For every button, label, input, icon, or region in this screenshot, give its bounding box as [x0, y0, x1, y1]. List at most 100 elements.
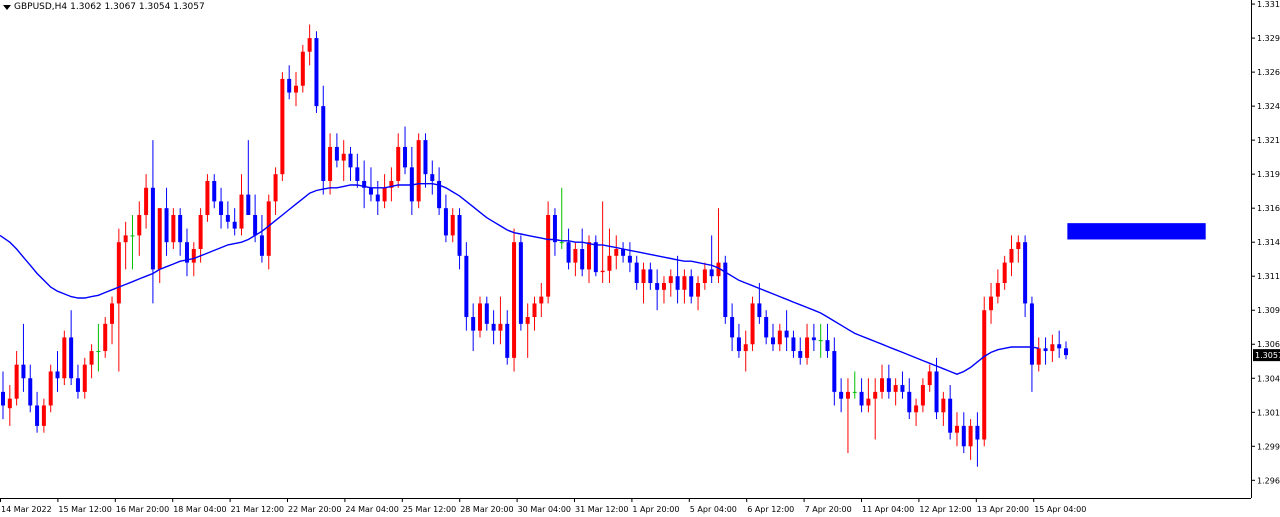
- candle-body[interactable]: [614, 249, 619, 256]
- candle-body[interactable]: [532, 303, 537, 318]
- candle-body[interactable]: [184, 242, 189, 263]
- candle-body[interactable]: [1036, 348, 1041, 365]
- candle-body[interactable]: [375, 194, 380, 202]
- candle-body[interactable]: [839, 391, 844, 399]
- candle-body[interactable]: [825, 340, 830, 352]
- candle-body[interactable]: [14, 364, 19, 399]
- candle-body[interactable]: [593, 242, 598, 273]
- candle-body[interactable]: [96, 351, 101, 353]
- candle-body[interactable]: [634, 262, 639, 284]
- candle-body[interactable]: [178, 214, 183, 243]
- candle-body[interactable]: [770, 337, 775, 345]
- candle-body[interactable]: [852, 391, 857, 393]
- candle-body[interactable]: [471, 317, 476, 331]
- candle-body[interactable]: [743, 344, 748, 352]
- candle-body[interactable]: [559, 242, 564, 244]
- candle-body[interactable]: [587, 242, 592, 270]
- candle-body[interactable]: [784, 330, 789, 338]
- candle-body[interactable]: [396, 146, 401, 181]
- candle-body[interactable]: [35, 405, 40, 426]
- candle-body[interactable]: [191, 249, 196, 263]
- candle-body[interactable]: [103, 323, 108, 352]
- candle-body[interactable]: [900, 385, 905, 392]
- candle-body[interactable]: [648, 269, 653, 284]
- candle-body[interactable]: [219, 201, 224, 215]
- candle-body[interactable]: [41, 405, 46, 426]
- candle-body[interactable]: [62, 337, 67, 379]
- candle-body[interactable]: [989, 296, 994, 311]
- candle-body[interactable]: [709, 269, 714, 277]
- candle-body[interactable]: [321, 106, 326, 181]
- candle-body[interactable]: [968, 425, 973, 447]
- candle-body[interactable]: [7, 398, 12, 409]
- candle-body[interactable]: [750, 303, 755, 345]
- candle-body[interactable]: [212, 180, 217, 202]
- candle-body[interactable]: [920, 385, 925, 406]
- candle-body[interactable]: [382, 187, 387, 202]
- candle-body[interactable]: [811, 337, 816, 341]
- candle-body[interactable]: [975, 425, 980, 440]
- candle-body[interactable]: [403, 146, 408, 168]
- candle-body[interactable]: [246, 194, 251, 215]
- candle-body[interactable]: [723, 262, 728, 318]
- candle-body[interactable]: [368, 187, 373, 195]
- candle-body[interactable]: [621, 249, 626, 256]
- candle-body[interactable]: [82, 364, 87, 392]
- candle-body[interactable]: [607, 255, 612, 271]
- candle-body[interactable]: [355, 167, 360, 181]
- candle-body[interactable]: [886, 378, 891, 392]
- candle-body[interactable]: [927, 371, 932, 386]
- candle-body[interactable]: [675, 276, 680, 290]
- candle-body[interactable]: [28, 378, 33, 406]
- candle-body[interactable]: [239, 194, 244, 229]
- candle-body[interactable]: [580, 249, 585, 270]
- candle-body[interactable]: [457, 214, 462, 256]
- candle-body[interactable]: [273, 174, 278, 202]
- candle-body[interactable]: [287, 78, 292, 93]
- candle-body[interactable]: [307, 38, 312, 52]
- candle-body[interactable]: [552, 214, 557, 243]
- candle-body[interactable]: [1064, 348, 1068, 356]
- candle-body[interactable]: [1, 391, 5, 406]
- candle-body[interactable]: [1009, 249, 1014, 263]
- candle-body[interactable]: [259, 235, 264, 256]
- candle-body[interactable]: [934, 371, 939, 413]
- candle-body[interactable]: [1057, 344, 1062, 349]
- candle-body[interactable]: [798, 351, 803, 358]
- candle-body[interactable]: [1029, 303, 1034, 365]
- candle-body[interactable]: [430, 174, 435, 181]
- candle-body[interactable]: [505, 323, 510, 358]
- candle-body[interactable]: [294, 85, 299, 93]
- candle-body[interactable]: [764, 317, 769, 338]
- candle-body[interactable]: [477, 303, 482, 331]
- candle-body[interactable]: [948, 398, 953, 433]
- candle-body[interactable]: [116, 242, 121, 304]
- candle-body[interactable]: [668, 276, 673, 284]
- candle-body[interactable]: [845, 391, 850, 399]
- candle-body[interactable]: [512, 242, 517, 358]
- candle-body[interactable]: [873, 391, 878, 399]
- candle-body[interactable]: [205, 180, 210, 215]
- candle-body[interactable]: [859, 391, 864, 406]
- candle-body[interactable]: [280, 78, 285, 175]
- candle-body[interactable]: [941, 398, 946, 413]
- candle-body[interactable]: [89, 351, 94, 365]
- candle-body[interactable]: [995, 283, 1000, 297]
- candle-body[interactable]: [600, 270, 605, 273]
- candle-body[interactable]: [198, 214, 203, 249]
- candle-body[interactable]: [566, 242, 571, 263]
- candle-body[interactable]: [546, 214, 551, 297]
- candle-body[interactable]: [661, 283, 666, 290]
- candle-body[interactable]: [137, 214, 142, 236]
- candle-body[interactable]: [641, 269, 646, 284]
- candle-body[interactable]: [982, 310, 987, 440]
- candle-body[interactable]: [498, 323, 503, 331]
- candle-body[interactable]: [110, 303, 115, 324]
- candle-body[interactable]: [682, 276, 687, 290]
- candle-body[interactable]: [730, 317, 735, 338]
- candle-body[interactable]: [266, 201, 271, 256]
- candle-body[interactable]: [171, 214, 176, 243]
- candle-body[interactable]: [48, 371, 53, 406]
- candle-body[interactable]: [907, 391, 912, 413]
- candle-body[interactable]: [1050, 344, 1055, 352]
